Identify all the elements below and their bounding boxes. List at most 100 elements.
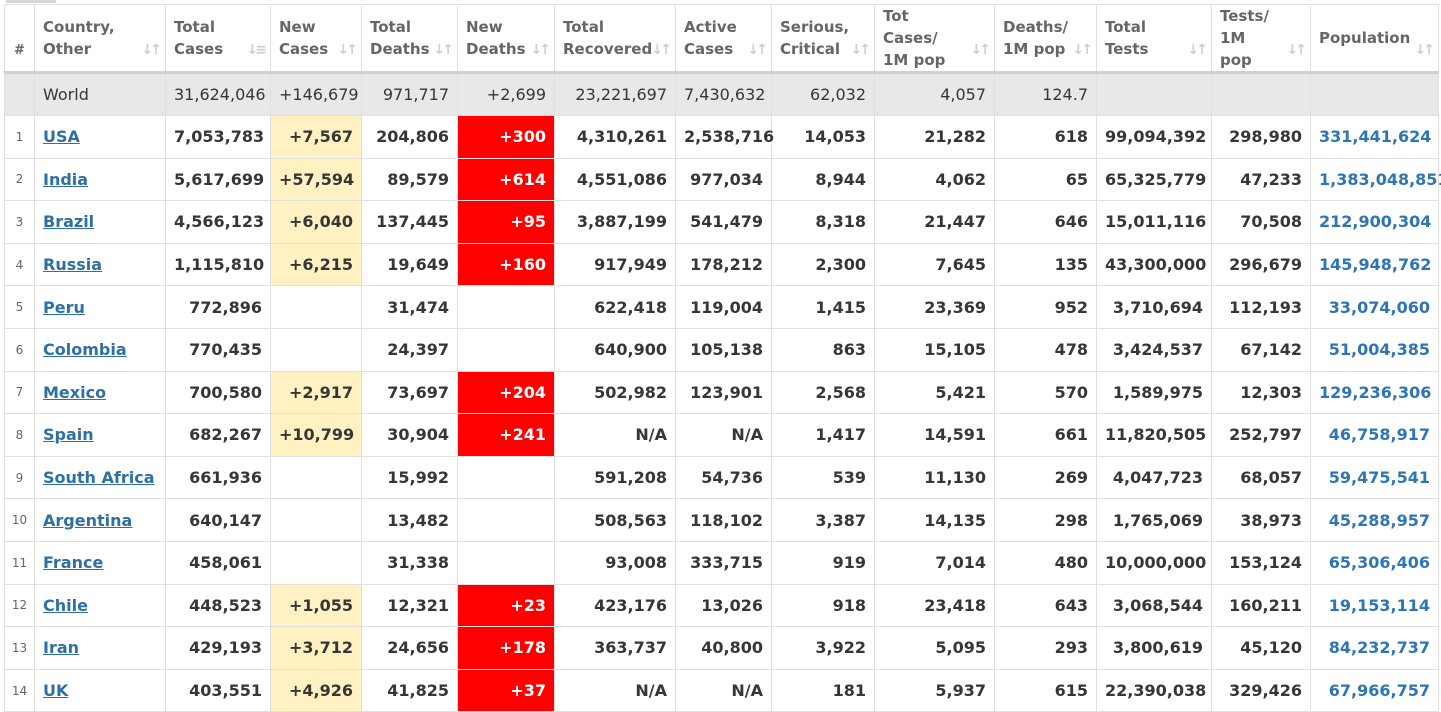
active-cases-cell: 333,715 [675, 540, 772, 585]
tests-per-1m-cell: 153,124 [1211, 540, 1311, 585]
country-link[interactable]: Chile [43, 595, 88, 615]
new-cases-cell: +7,567 [270, 115, 362, 159]
population-cell: 19,153,114 [1310, 583, 1439, 628]
country-link[interactable]: Peru [43, 297, 85, 317]
serious-critical-cell: 2,300 [771, 242, 875, 287]
sort-descending-icon[interactable]: ↓≡ [246, 42, 268, 58]
sort-arrows-icon[interactable]: ↓↑ [433, 42, 455, 58]
total-cases-cell: 1,115,810 [165, 242, 271, 287]
country-cell: India [34, 157, 166, 202]
world-country-cell: World [34, 72, 166, 116]
country-link[interactable]: Argentina [43, 510, 133, 530]
total-cases-cell: 772,896 [165, 285, 271, 329]
column-header-idx[interactable]: # [4, 4, 35, 74]
row-index-cell: 5 [4, 285, 35, 329]
column-header-label: Active Cases [684, 18, 737, 58]
column-header-total-cases[interactable]: Total Cases ↓≡ [165, 4, 271, 74]
deaths-per-1m-cell: 643 [994, 583, 1097, 628]
deaths-per-1m-cell: 293 [994, 626, 1097, 670]
column-header-serious-critical[interactable]: Serious, Critical ↓↑ [771, 4, 875, 74]
country-link[interactable]: Colombia [43, 340, 127, 360]
column-header-label: # [14, 43, 25, 58]
row-index-cell: 12 [4, 583, 35, 628]
total-cases-cell: 661,936 [165, 455, 271, 500]
column-header-cases-per-1m[interactable]: Tot Cases/ 1M pop ↓↑ [874, 4, 995, 74]
sort-arrows-icon[interactable]: ↓↑ [1414, 42, 1436, 58]
population-cell: 129,236,306 [1310, 370, 1439, 415]
country-link[interactable]: India [43, 169, 89, 189]
column-header-total-deaths[interactable]: Total Deaths ↓↑ [361, 4, 458, 74]
world-summary-row: World 31,624,046 +146,679 971,717 +2,699 23,2… [4, 72, 1439, 116]
tests-per-1m-cell: 298,980 [1211, 115, 1311, 159]
tests-per-1m-cell: 68,057 [1211, 455, 1311, 500]
deaths-per-1m-cell: 952 [994, 285, 1097, 329]
tests-per-1m-cell: 47,233 [1211, 157, 1311, 202]
column-header-total-recovered[interactable]: Total Recovered ↓↑ [554, 4, 676, 74]
world-cases-per-1m-cell: 4,057 [874, 72, 995, 116]
new-cases-cell: +4,926 [270, 668, 362, 712]
sort-arrows-icon[interactable]: ↓↑ [747, 42, 769, 58]
total-cases-cell: 4,566,123 [165, 200, 271, 244]
total-cases-cell: 7,053,783 [165, 115, 271, 159]
country-cell: Argentina [34, 498, 166, 542]
sort-arrows-icon[interactable]: ↓↑ [1072, 42, 1094, 58]
total-cases-cell: 448,523 [165, 583, 271, 628]
serious-critical-cell: 8,944 [771, 157, 875, 202]
sort-arrows-icon[interactable]: ↓↑ [970, 42, 992, 58]
row-index-cell: 7 [4, 370, 35, 415]
sort-arrows-icon[interactable]: ↓↑ [850, 42, 872, 58]
total-tests-cell: 65,325,779 [1096, 157, 1212, 202]
cases-per-1m-cell: 23,418 [874, 583, 995, 628]
column-header-label: Deaths/ 1M pop [1003, 18, 1069, 58]
country-link[interactable]: Russia [43, 255, 103, 275]
new-deaths-cell: +614 [457, 157, 555, 202]
column-header-country[interactable]: Country, Other ↓↑ [34, 4, 166, 74]
column-header-population[interactable]: Population ↓↑ [1310, 4, 1439, 74]
country-link[interactable]: South Africa [43, 468, 155, 488]
row-index-cell: 13 [4, 626, 35, 670]
column-header-new-cases[interactable]: New Cases ↓↑ [270, 4, 362, 74]
row-index-cell: 10 [4, 498, 35, 542]
total-tests-cell: 3,424,537 [1096, 327, 1212, 372]
column-header-new-deaths[interactable]: New Deaths ↓↑ [457, 4, 555, 74]
country-link[interactable]: Spain [43, 425, 94, 445]
sort-arrows-icon[interactable]: ↓↑ [141, 42, 163, 58]
total-cases-cell: 640,147 [165, 498, 271, 542]
table-row: 8 Spain 682,267 +10,799 30,904 +241 N/A N/A 1,41… [4, 413, 1439, 457]
row-index-cell: 9 [4, 455, 35, 500]
active-cases-cell: 40,800 [675, 626, 772, 670]
country-link[interactable]: Brazil [43, 212, 95, 232]
column-header-deaths-per-1m[interactable]: Deaths/ 1M pop ↓↑ [994, 4, 1097, 74]
column-header-label: Serious, Critical [780, 18, 850, 58]
column-header-total-tests[interactable]: Total Tests ↓↑ [1096, 4, 1212, 74]
country-link[interactable]: Iran [43, 638, 80, 658]
sort-arrows-icon[interactable]: ↓↑ [1187, 42, 1209, 58]
total-cases-cell: 682,267 [165, 413, 271, 457]
sort-arrows-icon[interactable]: ↓↑ [337, 42, 359, 58]
new-cases-cell: +6,215 [270, 242, 362, 287]
total-deaths-cell: 41,825 [361, 668, 458, 712]
population-cell: 46,758,917 [1310, 413, 1439, 457]
country-link[interactable]: UK [43, 681, 69, 701]
total-recovered-cell: 3,887,199 [554, 200, 676, 244]
cases-per-1m-cell: 11,130 [874, 455, 995, 500]
total-deaths-cell: 12,321 [361, 583, 458, 628]
sort-arrows-icon[interactable]: ↓↑ [651, 42, 673, 58]
new-deaths-cell [457, 327, 555, 372]
column-header-tests-per-1m[interactable]: Tests/ 1M pop ↓↑ [1211, 4, 1311, 74]
population-cell: 65,306,406 [1310, 540, 1439, 585]
tab-indicator [6, 0, 56, 3]
country-link[interactable]: France [43, 553, 104, 573]
tests-per-1m-cell: 12,303 [1211, 370, 1311, 415]
country-link[interactable]: Mexico [43, 382, 107, 402]
total-tests-cell: 99,094,392 [1096, 115, 1212, 159]
column-header-active-cases[interactable]: Active Cases ↓↑ [675, 4, 772, 74]
population-cell: 59,475,541 [1310, 455, 1439, 500]
population-cell: 51,004,385 [1310, 327, 1439, 372]
country-link[interactable]: USA [43, 127, 80, 147]
deaths-per-1m-cell: 135 [994, 242, 1097, 287]
new-deaths-cell: +178 [457, 626, 555, 670]
total-deaths-cell: 30,904 [361, 413, 458, 457]
sort-arrows-icon[interactable]: ↓↑ [530, 42, 552, 58]
sort-arrows-icon[interactable]: ↓↑ [1286, 42, 1308, 58]
